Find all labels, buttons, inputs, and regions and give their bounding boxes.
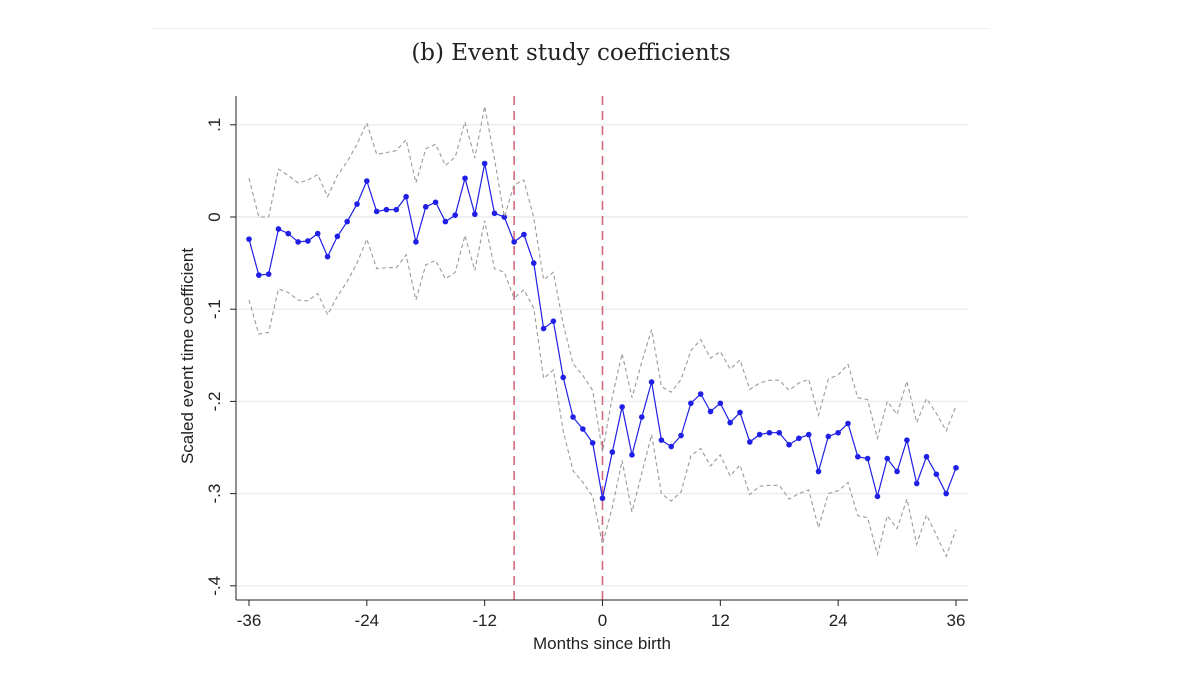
series-point-coefficient (589, 440, 596, 446)
series-point-coefficient (364, 178, 370, 184)
series-point-coefficient (354, 201, 360, 207)
series-point-coefficient (923, 453, 930, 460)
series-point-coefficient (619, 404, 625, 410)
series-point-coefficient (413, 239, 419, 245)
series-point-coefficient (481, 160, 488, 167)
series-point-coefficient (933, 471, 940, 478)
series-point-coefficient (403, 193, 409, 200)
series-point-coefficient (638, 414, 645, 420)
series-point-coefficient (285, 230, 292, 237)
series-point-coefficient (393, 206, 400, 213)
series-point-coefficient (334, 233, 341, 240)
series-point-coefficient (894, 468, 900, 475)
series-point-coefficient (530, 260, 537, 266)
series-point-coefficient (383, 206, 390, 213)
series-point-coefficient (550, 318, 557, 324)
series-point-coefficient (501, 214, 508, 220)
series-point-coefficient (305, 238, 311, 244)
y-axis-label: Scaled event time coefficient (178, 248, 197, 464)
series-point-coefficient (599, 495, 606, 502)
series-point-coefficient (835, 429, 841, 436)
series-point-coefficient (913, 480, 920, 487)
series-group (246, 106, 959, 558)
series-point-coefficient (491, 210, 498, 217)
series-point-coefficient (845, 420, 851, 427)
series-point-coefficient (884, 455, 891, 462)
series-point-coefficient (717, 400, 724, 407)
series-point-coefficient (324, 253, 331, 260)
series-point-coefficient (874, 493, 881, 500)
series-point-coefficient (521, 231, 527, 238)
series-point-coefficient (560, 374, 567, 381)
series-point-coefficient (442, 218, 449, 225)
series-line-lower-ci (248, 220, 957, 558)
series-point-coefficient (580, 426, 586, 432)
series-point-coefficient (540, 325, 547, 332)
series-point-coefficient (246, 236, 252, 242)
series-point-coefficient (511, 239, 517, 245)
series-point-coefficient (776, 429, 783, 436)
x-axis-label: Months since birth (533, 634, 671, 653)
series-point-coefficient (265, 271, 272, 277)
series-point-coefficient (707, 408, 714, 415)
y-tick-label: .1 (205, 118, 224, 132)
series-point-coefficient (864, 455, 871, 462)
series-point-coefficient (943, 490, 949, 497)
series-point-coefficient (295, 239, 301, 245)
y-tick-label: -.1 (205, 299, 224, 319)
series-point-coefficient (805, 431, 812, 438)
y-tick-label: -.3 (205, 484, 224, 504)
series-point-coefficient (570, 414, 576, 420)
x-tick-label: 36 (947, 611, 966, 630)
series-point-coefficient (609, 449, 616, 455)
series-point-coefficient (688, 400, 694, 407)
series-point-coefficient (275, 226, 282, 232)
series-point-coefficient (815, 468, 822, 475)
series-point-coefficient (766, 429, 773, 436)
series-point-coefficient (855, 453, 861, 460)
series-point-coefficient (737, 409, 743, 416)
x-tick-label: 0 (598, 611, 607, 630)
series-point-coefficient (452, 212, 459, 218)
series-point-coefficient (432, 199, 439, 206)
y-tick-label: -.2 (205, 391, 224, 411)
series-point-coefficient (678, 432, 684, 439)
series-point-coefficient (462, 175, 468, 182)
x-tick-label: 12 (711, 611, 730, 630)
x-tick-label: -12 (472, 611, 497, 630)
series-line-upper-ci (248, 106, 957, 453)
series-point-coefficient (344, 218, 350, 225)
chart-title: (b) Event study coefficients (411, 40, 731, 66)
series-point-coefficient (786, 441, 792, 448)
chart-panel (152, 28, 990, 676)
series-point-coefficient (668, 443, 675, 450)
reference-lines (513, 96, 604, 600)
x-tick-label: -36 (237, 611, 262, 630)
series-point-coefficient (825, 433, 832, 440)
series-point-coefficient (953, 464, 959, 471)
ticks: .1 0 -.1 -.2 -.3 -.4 -36 -24 -12 0 12 24 36 (205, 118, 965, 630)
series-point-coefficient (904, 437, 910, 443)
y-tick-label: 0 (205, 212, 224, 221)
series-point-coefficient (697, 391, 704, 397)
series-point-coefficient (756, 431, 763, 438)
series-point-coefficient (629, 452, 635, 458)
series-point-coefficient (472, 211, 478, 218)
series-point-coefficient (746, 439, 753, 445)
series-point-coefficient (727, 419, 733, 426)
series-point-coefficient (373, 208, 380, 215)
series-point-coefficient (422, 204, 429, 210)
series-point-coefficient (648, 379, 655, 385)
y-tick-label: -.4 (205, 576, 224, 596)
x-tick-label: -24 (355, 611, 380, 630)
series-point-coefficient (796, 435, 802, 442)
series-point-coefficient (314, 230, 321, 237)
series-point-coefficient (658, 437, 665, 443)
series-point-coefficient (256, 272, 262, 278)
x-tick-label: 24 (829, 611, 848, 630)
